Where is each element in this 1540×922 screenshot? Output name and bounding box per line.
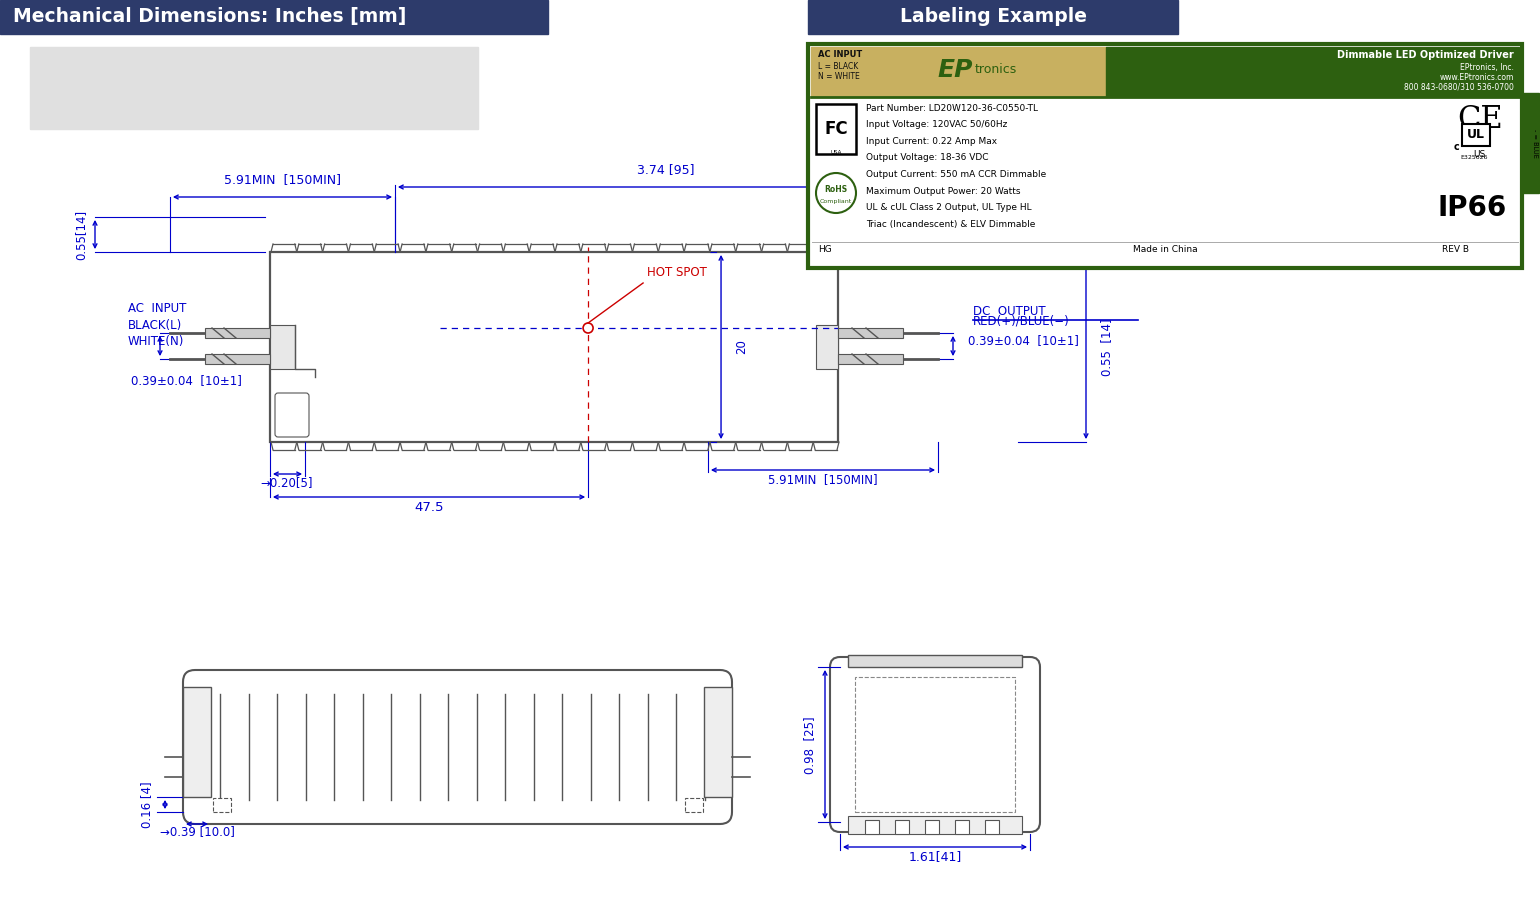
Text: 0.39±0.04  [10±1]: 0.39±0.04 [10±1]	[969, 335, 1080, 348]
Text: US: US	[1472, 150, 1485, 159]
Bar	[926, 820, 939, 834]
Text: AC  INPUT
BLACK(L)
WHITE(N): AC INPUT BLACK(L) WHITE(N)	[128, 301, 186, 349]
Text: Input Voltage: 120VAC 50/60Hz: Input Voltage: 120VAC 50/60Hz	[865, 121, 1007, 129]
Text: EPtronics, Inc.: EPtronics, Inc.	[1460, 63, 1514, 72]
Text: Mechanical Dimensions: Inches [mm]: Mechanical Dimensions: Inches [mm]	[12, 7, 407, 27]
Bar	[29, 47, 477, 129]
Bar	[205, 328, 270, 338]
Bar	[849, 655, 1023, 667]
Text: 800 843-0680/310 536-0700: 800 843-0680/310 536-0700	[1404, 83, 1514, 92]
Text: 0.55  [14]: 0.55 [14]	[1100, 318, 1113, 376]
Text: Output Voltage: 18-36 VDC: Output Voltage: 18-36 VDC	[865, 153, 989, 162]
Bar	[704, 687, 731, 797]
Bar	[816, 104, 856, 154]
Text: tronics: tronics	[975, 64, 1018, 77]
Bar	[849, 816, 1023, 834]
Bar	[270, 252, 838, 442]
Text: Made in China: Made in China	[1133, 245, 1197, 254]
Text: UL & cUL Class 2 Output, UL Type HL: UL & cUL Class 2 Output, UL Type HL	[865, 203, 1032, 212]
Text: 0.16 [4]: 0.16 [4]	[140, 782, 154, 828]
Bar	[808, 0, 1178, 34]
Text: USA: USA	[830, 150, 842, 155]
Text: CE: CE	[1457, 104, 1503, 135]
Bar	[816, 325, 838, 369]
Text: HOT SPOT: HOT SPOT	[647, 266, 707, 279]
Text: FC: FC	[824, 120, 849, 138]
Bar	[1461, 124, 1491, 146]
Circle shape	[816, 173, 856, 213]
Text: RoHS: RoHS	[824, 185, 847, 195]
Text: N = WHITE: N = WHITE	[818, 72, 859, 81]
Text: Black PC ABS Plastic Case: Black PC ABS Plastic Case	[139, 65, 311, 78]
Bar	[1522, 93, 1538, 193]
Bar	[838, 354, 902, 364]
Text: IP66: IP66	[1437, 194, 1506, 222]
Bar	[812, 47, 1106, 96]
Text: 5.91MIN  [150MIN]: 5.91MIN [150MIN]	[768, 473, 878, 486]
Text: 5.91MIN  [150MIN]: 5.91MIN [150MIN]	[223, 173, 340, 186]
FancyBboxPatch shape	[276, 393, 310, 437]
Text: REV B: REV B	[1441, 245, 1469, 254]
Text: c: c	[1454, 142, 1460, 152]
Text: Triac (Incandescent) & ELV Dimmable: Triac (Incandescent) & ELV Dimmable	[865, 219, 1035, 229]
Text: AC INPUT: AC INPUT	[818, 50, 862, 59]
Bar	[955, 820, 969, 834]
Text: Dimmable LED Optimized Driver: Dimmable LED Optimized Driver	[1337, 50, 1514, 60]
Bar	[895, 820, 909, 834]
Text: Compliant: Compliant	[819, 199, 852, 205]
Text: L = BLACK: L = BLACK	[818, 62, 858, 71]
Bar	[213, 798, 231, 812]
Text: 0.55[14]: 0.55[14]	[74, 210, 88, 260]
Text: 20: 20	[735, 339, 748, 354]
Text: E325626: E325626	[1460, 155, 1488, 160]
Bar	[270, 325, 296, 369]
Text: Material:: Material:	[49, 65, 108, 78]
Text: www.EPtronics.com: www.EPtronics.com	[1440, 73, 1514, 82]
Text: Labeling Example: Labeling Example	[899, 7, 1087, 27]
Bar	[855, 677, 1015, 812]
Text: →0.39 [10.0]: →0.39 [10.0]	[160, 825, 234, 838]
Text: 0.20
[5]: 0.20 [5]	[1007, 221, 1033, 249]
Text: 0.98  [25]: 0.98 [25]	[804, 716, 816, 774]
Bar	[205, 354, 270, 364]
Text: Input Current: 0.22 Amp Max: Input Current: 0.22 Amp Max	[865, 137, 996, 146]
Bar	[1106, 47, 1518, 96]
Text: Maximum Output Power: 20 Watts: Maximum Output Power: 20 Watts	[865, 186, 1021, 195]
Text: RED(+)/BLUE(−): RED(+)/BLUE(−)	[973, 315, 1070, 328]
Text: DC OUTPUT
+ = RED
- = BLUE: DC OUTPUT + = RED - = BLUE	[1532, 124, 1540, 162]
Text: →0.20[5]: →0.20[5]	[260, 476, 313, 489]
Bar	[183, 687, 211, 797]
Text: 0.39±0.04  [10±1]: 0.39±0.04 [10±1]	[131, 374, 242, 387]
Text: 1.61[41]: 1.61[41]	[909, 850, 961, 863]
Text: Fully Encapsulated: Fully Encapsulated	[139, 83, 263, 96]
Text: DC  OUTPUT: DC OUTPUT	[973, 305, 1046, 318]
Text: 165 grams (5.8 oz) Typical: 165 grams (5.8 oz) Typical	[139, 104, 314, 117]
Text: Part Number: LD20W120-36-C0550-TL: Part Number: LD20W120-36-C0550-TL	[865, 104, 1038, 113]
FancyBboxPatch shape	[183, 670, 732, 824]
Text: Weight:: Weight:	[49, 104, 102, 117]
Text: EP: EP	[938, 58, 973, 82]
Bar	[838, 328, 902, 338]
Text: Output Current: 550 mA CCR Dimmable: Output Current: 550 mA CCR Dimmable	[865, 170, 1046, 179]
Bar	[986, 820, 999, 834]
Text: 3.74 [95]: 3.74 [95]	[638, 163, 695, 176]
FancyBboxPatch shape	[830, 657, 1040, 832]
Bar	[865, 820, 879, 834]
Bar	[0, 0, 548, 34]
Text: UL: UL	[1468, 128, 1485, 141]
Text: HG: HG	[818, 245, 832, 254]
Circle shape	[584, 323, 593, 333]
Bar	[808, 44, 1522, 268]
Text: 47.5: 47.5	[414, 501, 444, 514]
Bar	[685, 798, 702, 812]
